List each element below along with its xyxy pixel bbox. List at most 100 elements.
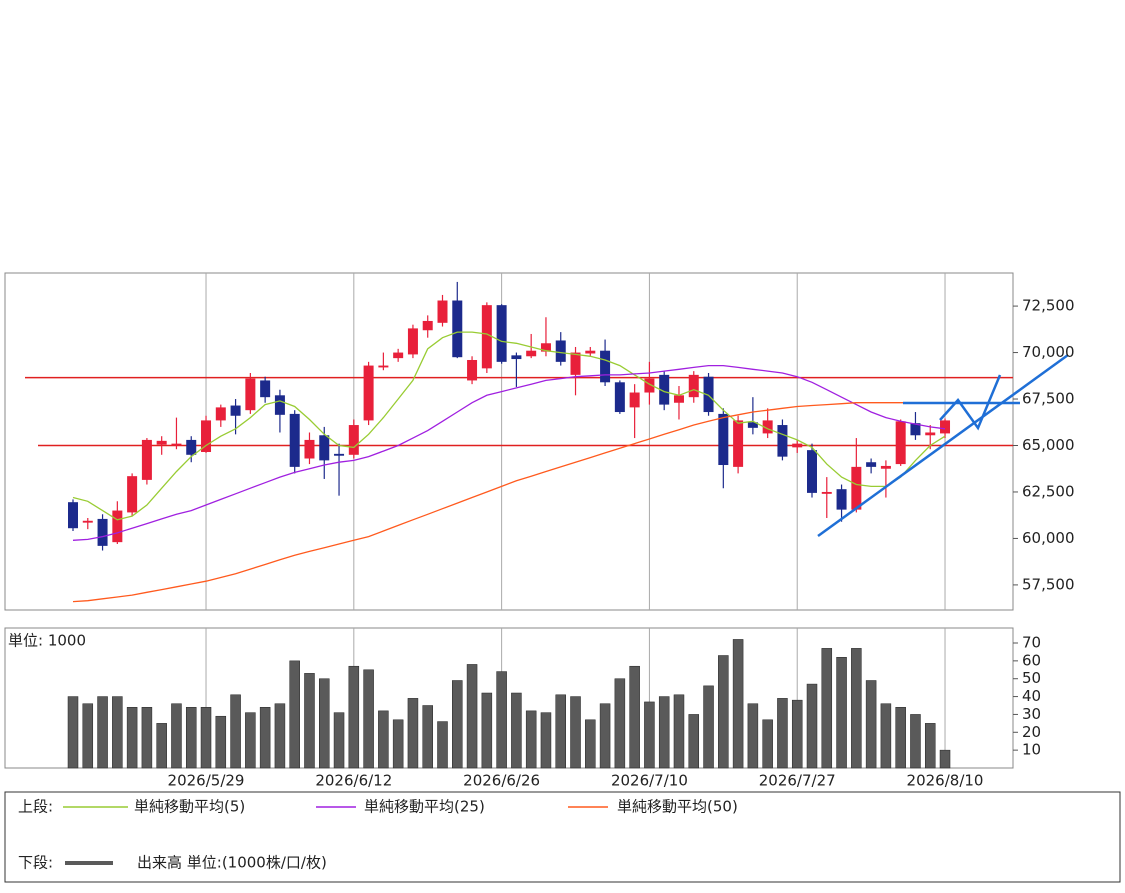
volume-bar [156,723,167,769]
volume-bar [939,749,951,769]
candle-body [910,423,921,436]
candle-body [407,328,418,355]
candle-body [866,462,877,467]
candle-body [260,380,271,398]
candle-body [245,378,256,411]
candle-body [718,413,729,466]
volume-bar [304,673,315,769]
y-tick-label: 57,500 [1022,575,1075,593]
legend-label: 下段: [18,854,53,872]
trend-drawings [817,353,1069,538]
volume-bar [348,665,360,769]
candle-body [496,305,507,362]
volume-bar [378,710,389,769]
candle-body [540,343,551,352]
candle-body [452,300,463,358]
volume-bar [732,639,744,769]
volume-bar [703,685,714,769]
volume-bar [274,703,286,769]
candle-body [481,305,492,369]
y-tick-label: 20 [1022,723,1041,741]
volume-bar [496,671,507,769]
volume-bar [806,683,818,769]
volume-bar [895,707,906,769]
volume-bar [555,694,566,769]
candle-body [511,355,522,360]
x-tick-label: 2026/5/29 [168,772,245,790]
volume-bar [614,678,626,769]
volume-bar [836,657,847,769]
volume-bar [851,648,862,769]
legend-label: 上段: [18,798,53,816]
x-tick-label: 2026/6/12 [315,772,392,790]
volume-bar [363,669,374,769]
candle-body [836,489,847,510]
candle-body [156,440,167,445]
candle-body [186,439,197,455]
volume-bar [392,719,404,769]
candle-body [585,350,596,354]
candle-body [733,420,744,467]
volume-bar [880,703,892,769]
candle-body [629,392,640,408]
candle-body [319,435,330,461]
candle-body [82,520,93,523]
candle-body [334,453,345,456]
volume-bar [407,698,419,769]
candle-body [747,422,758,428]
candle-body [422,320,433,331]
volume-bar [762,719,773,769]
volume-bar [200,707,212,769]
volume-bar [718,655,729,769]
x-tick-label: 2026/7/27 [759,772,836,790]
volume-bar [791,699,803,769]
moving-average [72,402,945,603]
volume-bar [245,712,256,769]
volume-bar [570,696,581,769]
volume-bar [289,660,300,769]
volume-bar [777,698,788,769]
volume-bar [112,696,123,769]
x-tick-label: 2026/6/26 [463,772,540,790]
candle-body [659,374,670,405]
candle-body [393,352,404,359]
volume-bar [422,705,433,769]
y-tick-label: 10 [1022,741,1041,759]
trend-line [939,374,1002,431]
candle-body [925,432,936,436]
candle-body [363,365,374,421]
candle-body [880,465,891,469]
y-tick-label: 60,000 [1022,529,1075,547]
volume-bar [865,680,877,769]
volume-bar [452,680,463,769]
candle-body [644,378,655,393]
volume-bar [230,694,241,769]
x-tick-label: 2026/8/10 [907,772,984,790]
candle-body [777,425,788,457]
candle-body [304,439,315,459]
legend-text: 単純移動平均(25) [364,798,485,816]
candle-body [141,439,152,480]
volume-bar [67,696,79,769]
candle-body [467,359,478,381]
moving-average [72,331,946,521]
legend-box [4,791,1121,883]
volume-bar [525,710,537,769]
volume-bar [171,703,182,769]
candle-body [230,405,241,416]
candle-body [762,420,773,434]
y-tick-label: 40 [1022,687,1041,705]
candle-body [940,420,951,434]
candle-body [437,300,448,323]
volume-bar [924,723,936,769]
candle-body [127,476,138,513]
volume-bar [511,692,522,769]
volume-bar [599,703,611,769]
legend-text: 単純移動平均(5) [134,798,245,816]
candle-body [895,421,906,465]
candle-body [792,443,803,448]
volume-bar [747,703,759,769]
volume-bar [259,707,271,769]
y-tick-label: 72,500 [1022,297,1075,315]
volume-bar [215,715,227,769]
